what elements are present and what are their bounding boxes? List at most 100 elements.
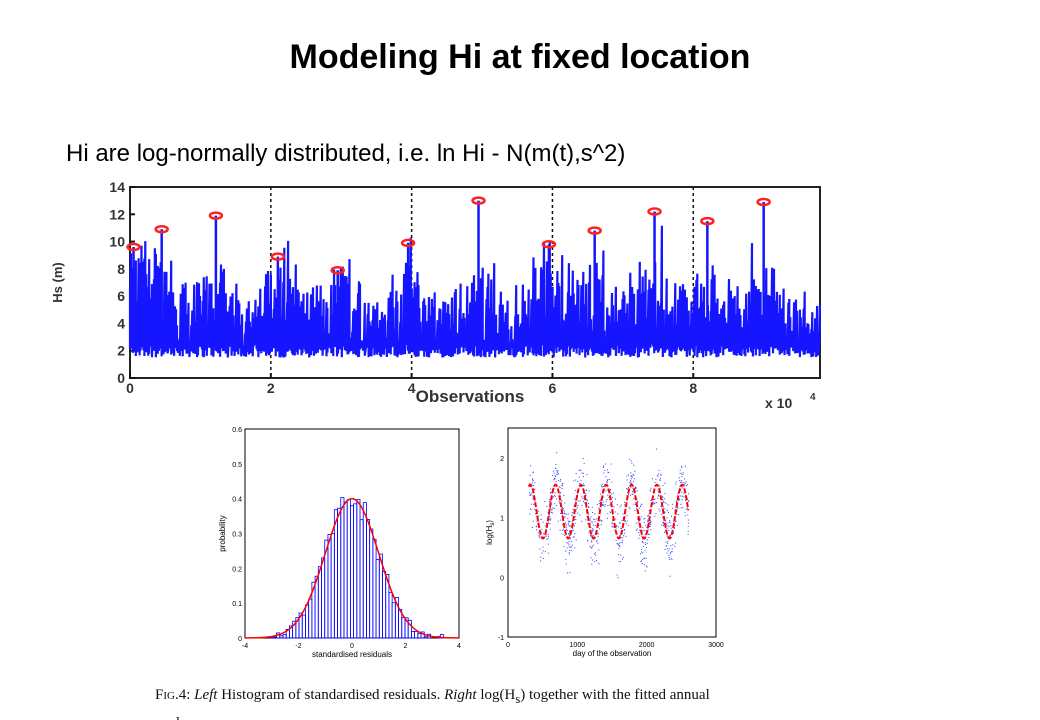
scatter-point xyxy=(571,515,573,517)
scatter-point xyxy=(581,504,583,506)
scatter-point xyxy=(680,503,682,505)
scatter-point xyxy=(548,513,550,515)
annual-maximum-marker xyxy=(126,242,141,252)
scatter-point xyxy=(561,488,563,490)
scatter-point xyxy=(669,521,671,523)
scatter-point xyxy=(594,521,596,523)
caption-right-word: Right xyxy=(444,687,477,703)
timeseries-x-tick-label: 0 xyxy=(126,380,134,396)
scatter-point xyxy=(679,480,681,482)
scatter-point xyxy=(549,507,551,509)
scatter-point xyxy=(600,499,602,501)
scatter-point xyxy=(582,483,584,485)
scatter-point xyxy=(669,575,671,577)
scatter-point xyxy=(588,506,590,508)
histogram-x-tick-label: 0 xyxy=(350,643,354,650)
scatter-point xyxy=(641,503,643,505)
scatter-point xyxy=(568,522,570,524)
scatter-point xyxy=(608,496,610,498)
annual-maximum-marker xyxy=(756,197,771,207)
caption-right-text2: ) together with the fitted annual xyxy=(520,687,710,703)
scatter-point xyxy=(581,496,583,498)
scatter-point xyxy=(609,504,611,506)
scatter-point xyxy=(611,497,613,499)
scatter-point xyxy=(670,552,672,554)
scatter-point xyxy=(661,524,663,526)
scatter-point xyxy=(569,526,571,528)
scatter-point xyxy=(649,524,651,526)
scatter-point xyxy=(577,512,579,514)
scatter-point xyxy=(529,508,531,510)
scatter-point xyxy=(569,550,571,552)
scatter-point xyxy=(538,535,540,537)
scatter-point xyxy=(626,515,628,517)
scatter-point xyxy=(660,473,662,475)
scatter-point xyxy=(592,528,594,530)
scatter-point xyxy=(618,547,620,549)
scatter-point xyxy=(629,458,631,460)
scatter-point xyxy=(563,546,565,548)
scatter-point xyxy=(663,507,665,509)
scatter-point xyxy=(678,477,680,479)
scatter-point xyxy=(655,478,657,480)
scatter-point xyxy=(583,498,585,500)
scatter-point xyxy=(556,505,558,507)
scatter-point xyxy=(638,521,640,523)
scatter-point xyxy=(597,533,599,535)
scatter-point xyxy=(568,533,570,535)
scatter-point xyxy=(589,518,591,520)
scatter-point xyxy=(571,514,573,516)
scatter-point xyxy=(624,504,626,506)
scatter-point xyxy=(665,541,667,543)
histogram-y-tick-label: 0.3 xyxy=(232,532,242,539)
scatter-point xyxy=(569,572,571,574)
scatter-point xyxy=(549,498,551,500)
scatter-point xyxy=(552,470,554,472)
scatter-point xyxy=(643,557,645,559)
scatter-point xyxy=(668,529,670,531)
scatter-point xyxy=(621,528,623,530)
scatter-point xyxy=(667,550,669,552)
scatter-point xyxy=(561,508,563,510)
scatter-point xyxy=(567,518,569,520)
scatter-point xyxy=(688,493,690,495)
scatter-point xyxy=(645,524,647,526)
scatter-point xyxy=(624,532,626,534)
scatter-point xyxy=(560,499,562,501)
annual-maximum-marker xyxy=(647,207,662,216)
scatter-x-tick-label: 3000 xyxy=(708,642,724,649)
scatter-point xyxy=(637,518,639,520)
scatter-point xyxy=(621,537,623,539)
normal-fit-curve xyxy=(244,497,460,639)
scatter-point xyxy=(687,525,689,527)
scatter-point xyxy=(669,553,671,555)
timeseries-x-tick-label: 8 xyxy=(689,380,697,396)
scatter-point xyxy=(628,506,630,508)
scatter-point xyxy=(598,549,600,551)
scatter-point xyxy=(534,488,536,490)
scatter-point xyxy=(611,525,613,527)
scatter-point xyxy=(602,466,604,468)
scatter-point xyxy=(607,494,609,496)
scatter-point xyxy=(592,529,594,531)
scatter-point xyxy=(591,559,593,561)
scatter-y-tick-label: 2 xyxy=(500,456,504,463)
caption-right-text: log(H xyxy=(476,687,516,703)
scatter-point xyxy=(628,474,630,476)
scatter-point xyxy=(590,521,592,523)
scatter-point xyxy=(640,504,642,506)
scatter-point xyxy=(573,536,575,538)
scatter-point xyxy=(581,520,583,522)
scatter-point xyxy=(685,481,687,483)
scatter-point xyxy=(566,529,568,531)
scatter-point xyxy=(621,539,623,541)
scatter-point xyxy=(558,486,560,488)
scatter-point xyxy=(673,520,675,522)
scatter-point xyxy=(657,474,659,476)
scatter-point xyxy=(582,485,584,487)
scatter-point xyxy=(675,481,677,483)
scatter-point xyxy=(547,522,549,524)
scatter-point xyxy=(555,463,557,465)
scatter-point xyxy=(684,511,686,513)
slide-subtitle: Hi are log-normally distributed, i.e. ln… xyxy=(66,140,626,167)
